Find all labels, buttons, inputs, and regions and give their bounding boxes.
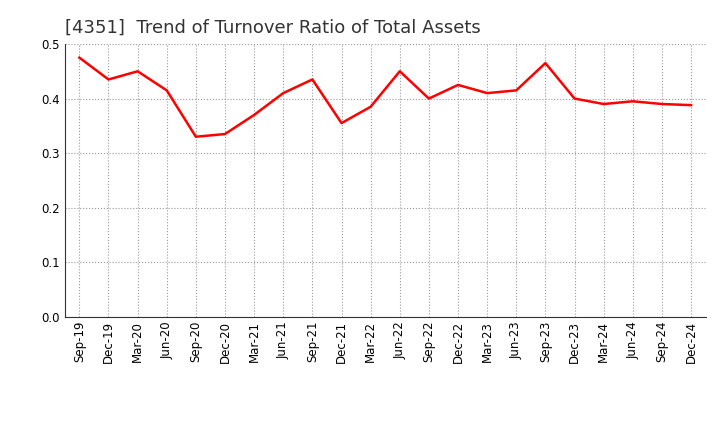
Text: [4351]  Trend of Turnover Ratio of Total Assets: [4351] Trend of Turnover Ratio of Total … <box>65 19 480 37</box>
